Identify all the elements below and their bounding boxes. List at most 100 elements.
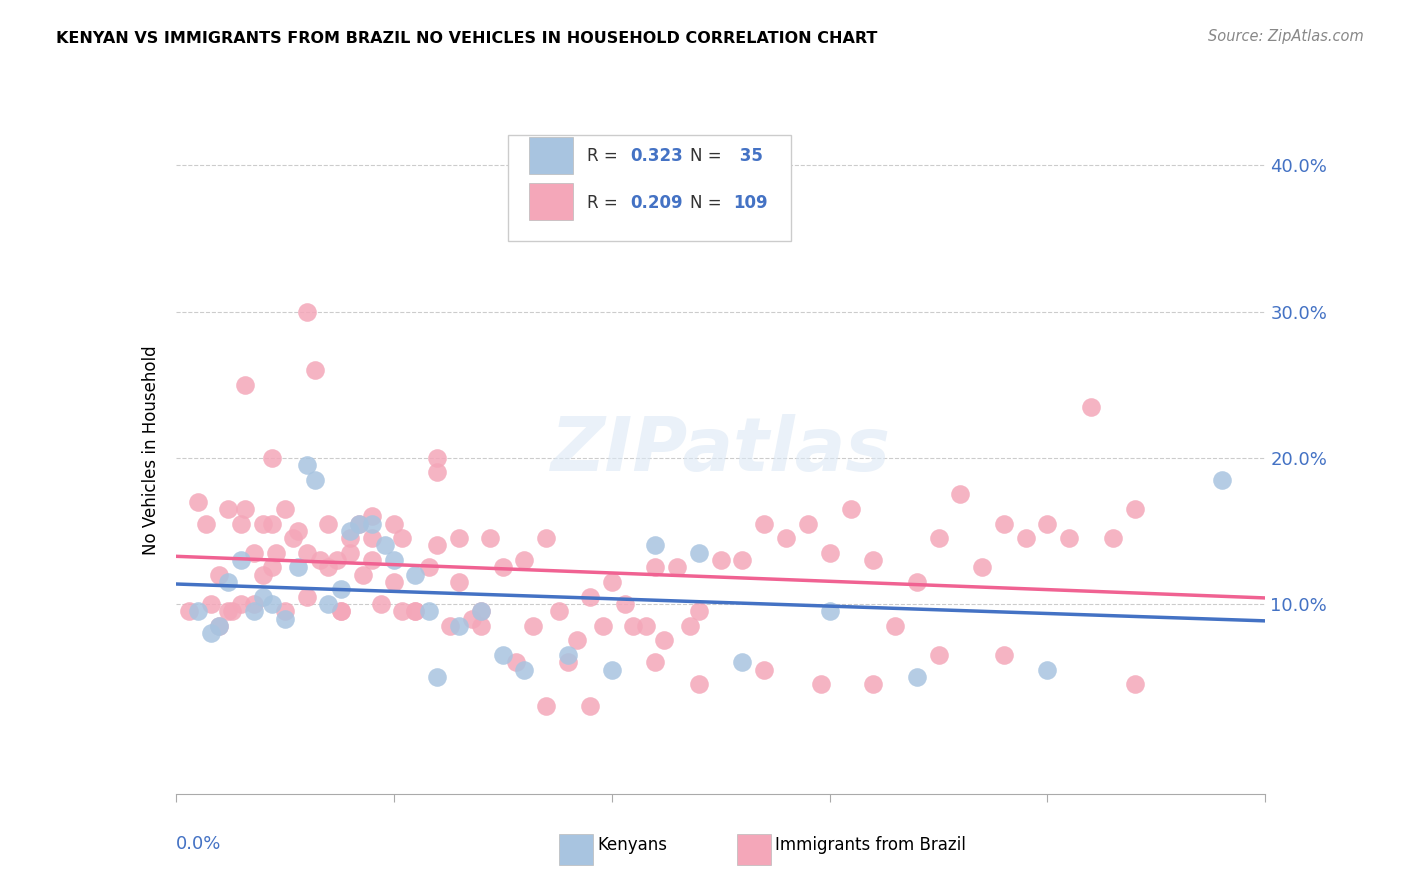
Point [492, 648, 515, 662]
Point [557, 656, 579, 670]
Point [688, 604, 710, 618]
Point [534, 699, 557, 714]
Point [928, 648, 950, 662]
Point [862, 553, 884, 567]
Point [513, 553, 536, 567]
Point [1123, 677, 1146, 691]
Point [731, 656, 754, 670]
Point [1036, 663, 1059, 677]
Point [644, 656, 666, 670]
Point [426, 466, 449, 480]
Point [993, 516, 1015, 531]
Point [439, 619, 461, 633]
Point [775, 531, 797, 545]
Point [426, 450, 449, 465]
Point [391, 531, 413, 545]
Point [1036, 516, 1059, 531]
Point [360, 553, 382, 567]
Point [1057, 531, 1080, 545]
Point [260, 560, 283, 574]
Point [1015, 531, 1038, 545]
Text: 0.209: 0.209 [630, 194, 683, 211]
Point [177, 604, 200, 618]
Point [688, 546, 710, 560]
Point [235, 377, 257, 392]
Point [522, 619, 544, 633]
Point [231, 597, 253, 611]
Point [818, 604, 841, 618]
Point [579, 590, 602, 604]
Point [339, 531, 361, 545]
Point [252, 590, 274, 604]
Point [470, 604, 492, 618]
Point [613, 597, 636, 611]
Point [370, 597, 392, 611]
Point [754, 663, 776, 677]
Point [970, 560, 993, 574]
FancyBboxPatch shape [508, 135, 792, 241]
Point [217, 604, 239, 618]
Point [710, 553, 733, 567]
Point [200, 597, 222, 611]
Point [447, 619, 470, 633]
Point [405, 567, 427, 582]
Point [221, 604, 243, 618]
Text: 0.323: 0.323 [630, 147, 683, 166]
Point [208, 619, 231, 633]
Point [1123, 502, 1146, 516]
Point [231, 516, 253, 531]
Point [208, 567, 231, 582]
Point [318, 597, 340, 611]
Text: R =: R = [586, 194, 623, 211]
Point [252, 516, 274, 531]
Point [928, 531, 950, 545]
Point [405, 604, 427, 618]
Point [352, 567, 374, 582]
Point [565, 633, 588, 648]
Point [418, 560, 440, 574]
Point [264, 546, 287, 560]
Point [447, 574, 470, 589]
Point [600, 663, 623, 677]
Point [360, 509, 382, 524]
Point [644, 560, 666, 574]
Point [326, 553, 349, 567]
Point [243, 604, 266, 618]
Point [347, 516, 370, 531]
Point [308, 553, 330, 567]
Point [382, 553, 405, 567]
Point [557, 648, 579, 662]
Point [810, 677, 832, 691]
Point [652, 633, 675, 648]
Point [418, 604, 440, 618]
Point [688, 677, 710, 691]
Point [731, 553, 754, 567]
Point [287, 560, 309, 574]
Point [905, 670, 928, 684]
Point [1080, 400, 1102, 414]
Point [405, 604, 427, 618]
Point [841, 502, 863, 516]
FancyBboxPatch shape [737, 834, 770, 864]
Point [644, 538, 666, 552]
Point [243, 546, 266, 560]
Point [295, 304, 318, 318]
Point [260, 450, 283, 465]
Point [287, 524, 309, 538]
Text: N =: N = [690, 194, 727, 211]
Point [621, 619, 644, 633]
Point [447, 531, 470, 545]
Point [217, 502, 239, 516]
Point [426, 670, 449, 684]
Point [274, 611, 297, 625]
Point [217, 574, 239, 589]
Point [993, 648, 1015, 662]
Point [382, 516, 405, 531]
Point [470, 604, 492, 618]
FancyBboxPatch shape [560, 834, 593, 864]
Point [478, 531, 501, 545]
Text: R =: R = [586, 147, 623, 166]
Point [636, 619, 658, 633]
Text: N =: N = [690, 147, 727, 166]
Point [318, 560, 340, 574]
